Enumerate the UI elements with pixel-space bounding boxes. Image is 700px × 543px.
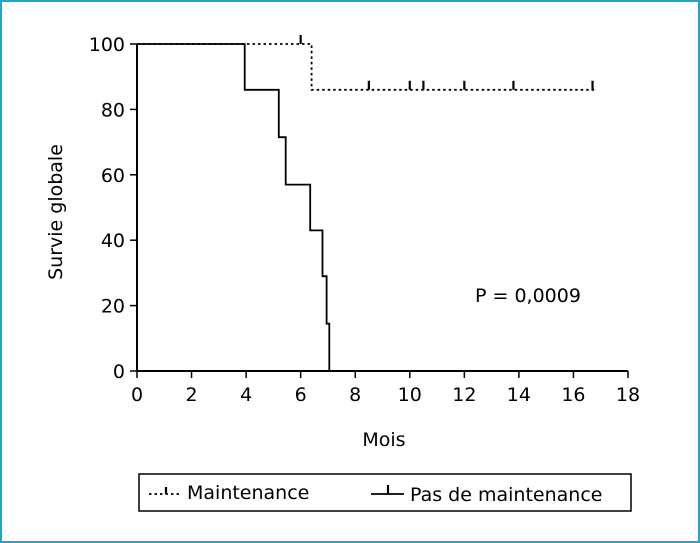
x-tick-label: 8 xyxy=(349,384,361,406)
x-tick-label: 10 xyxy=(398,384,422,406)
x-tick-label: 18 xyxy=(616,384,640,406)
axis-ticks: 0 2 4 6 8 10 12 14 16 18 0 20 40 60 80 100 xyxy=(89,34,640,406)
y-axis-title: Survie globale xyxy=(45,144,67,280)
x-tick-label: 16 xyxy=(561,384,585,406)
series-line-0 xyxy=(137,43,596,91)
p-value-annotation: P = 0,0009 xyxy=(475,285,581,307)
series-line-1 xyxy=(137,43,628,372)
x-tick-label: 4 xyxy=(240,384,252,406)
y-tick-label: 20 xyxy=(101,296,125,318)
x-tick-label: 14 xyxy=(507,384,531,406)
x-tick-label: 6 xyxy=(295,384,307,406)
y-tick-label: 80 xyxy=(101,99,125,121)
y-tick-label: 100 xyxy=(89,34,125,56)
x-axis-title: Mois xyxy=(362,429,405,451)
series-layer xyxy=(137,35,628,372)
axes xyxy=(136,44,628,372)
x-tick-label: 0 xyxy=(131,384,143,406)
legend: Maintenance Pas de maintenance xyxy=(138,473,632,512)
x-tick-label: 2 xyxy=(186,384,198,406)
x-tick-label: 12 xyxy=(452,384,476,406)
y-tick-label: 60 xyxy=(101,165,125,187)
legend-label-maintenance: Maintenance xyxy=(187,482,309,504)
legend-label-pas-de-maintenance: Pas de maintenance xyxy=(410,484,602,506)
y-tick-label: 40 xyxy=(101,230,125,252)
legend-box xyxy=(138,473,632,512)
y-tick-label: 0 xyxy=(113,361,125,383)
